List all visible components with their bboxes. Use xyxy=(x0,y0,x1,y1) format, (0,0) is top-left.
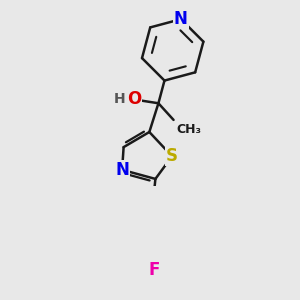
Text: O: O xyxy=(127,91,141,109)
Text: F: F xyxy=(148,261,160,279)
Text: S: S xyxy=(166,147,178,165)
Text: CH₃: CH₃ xyxy=(177,123,202,136)
Text: N: N xyxy=(115,161,129,179)
Text: N: N xyxy=(174,10,188,28)
Text: H: H xyxy=(113,92,125,106)
